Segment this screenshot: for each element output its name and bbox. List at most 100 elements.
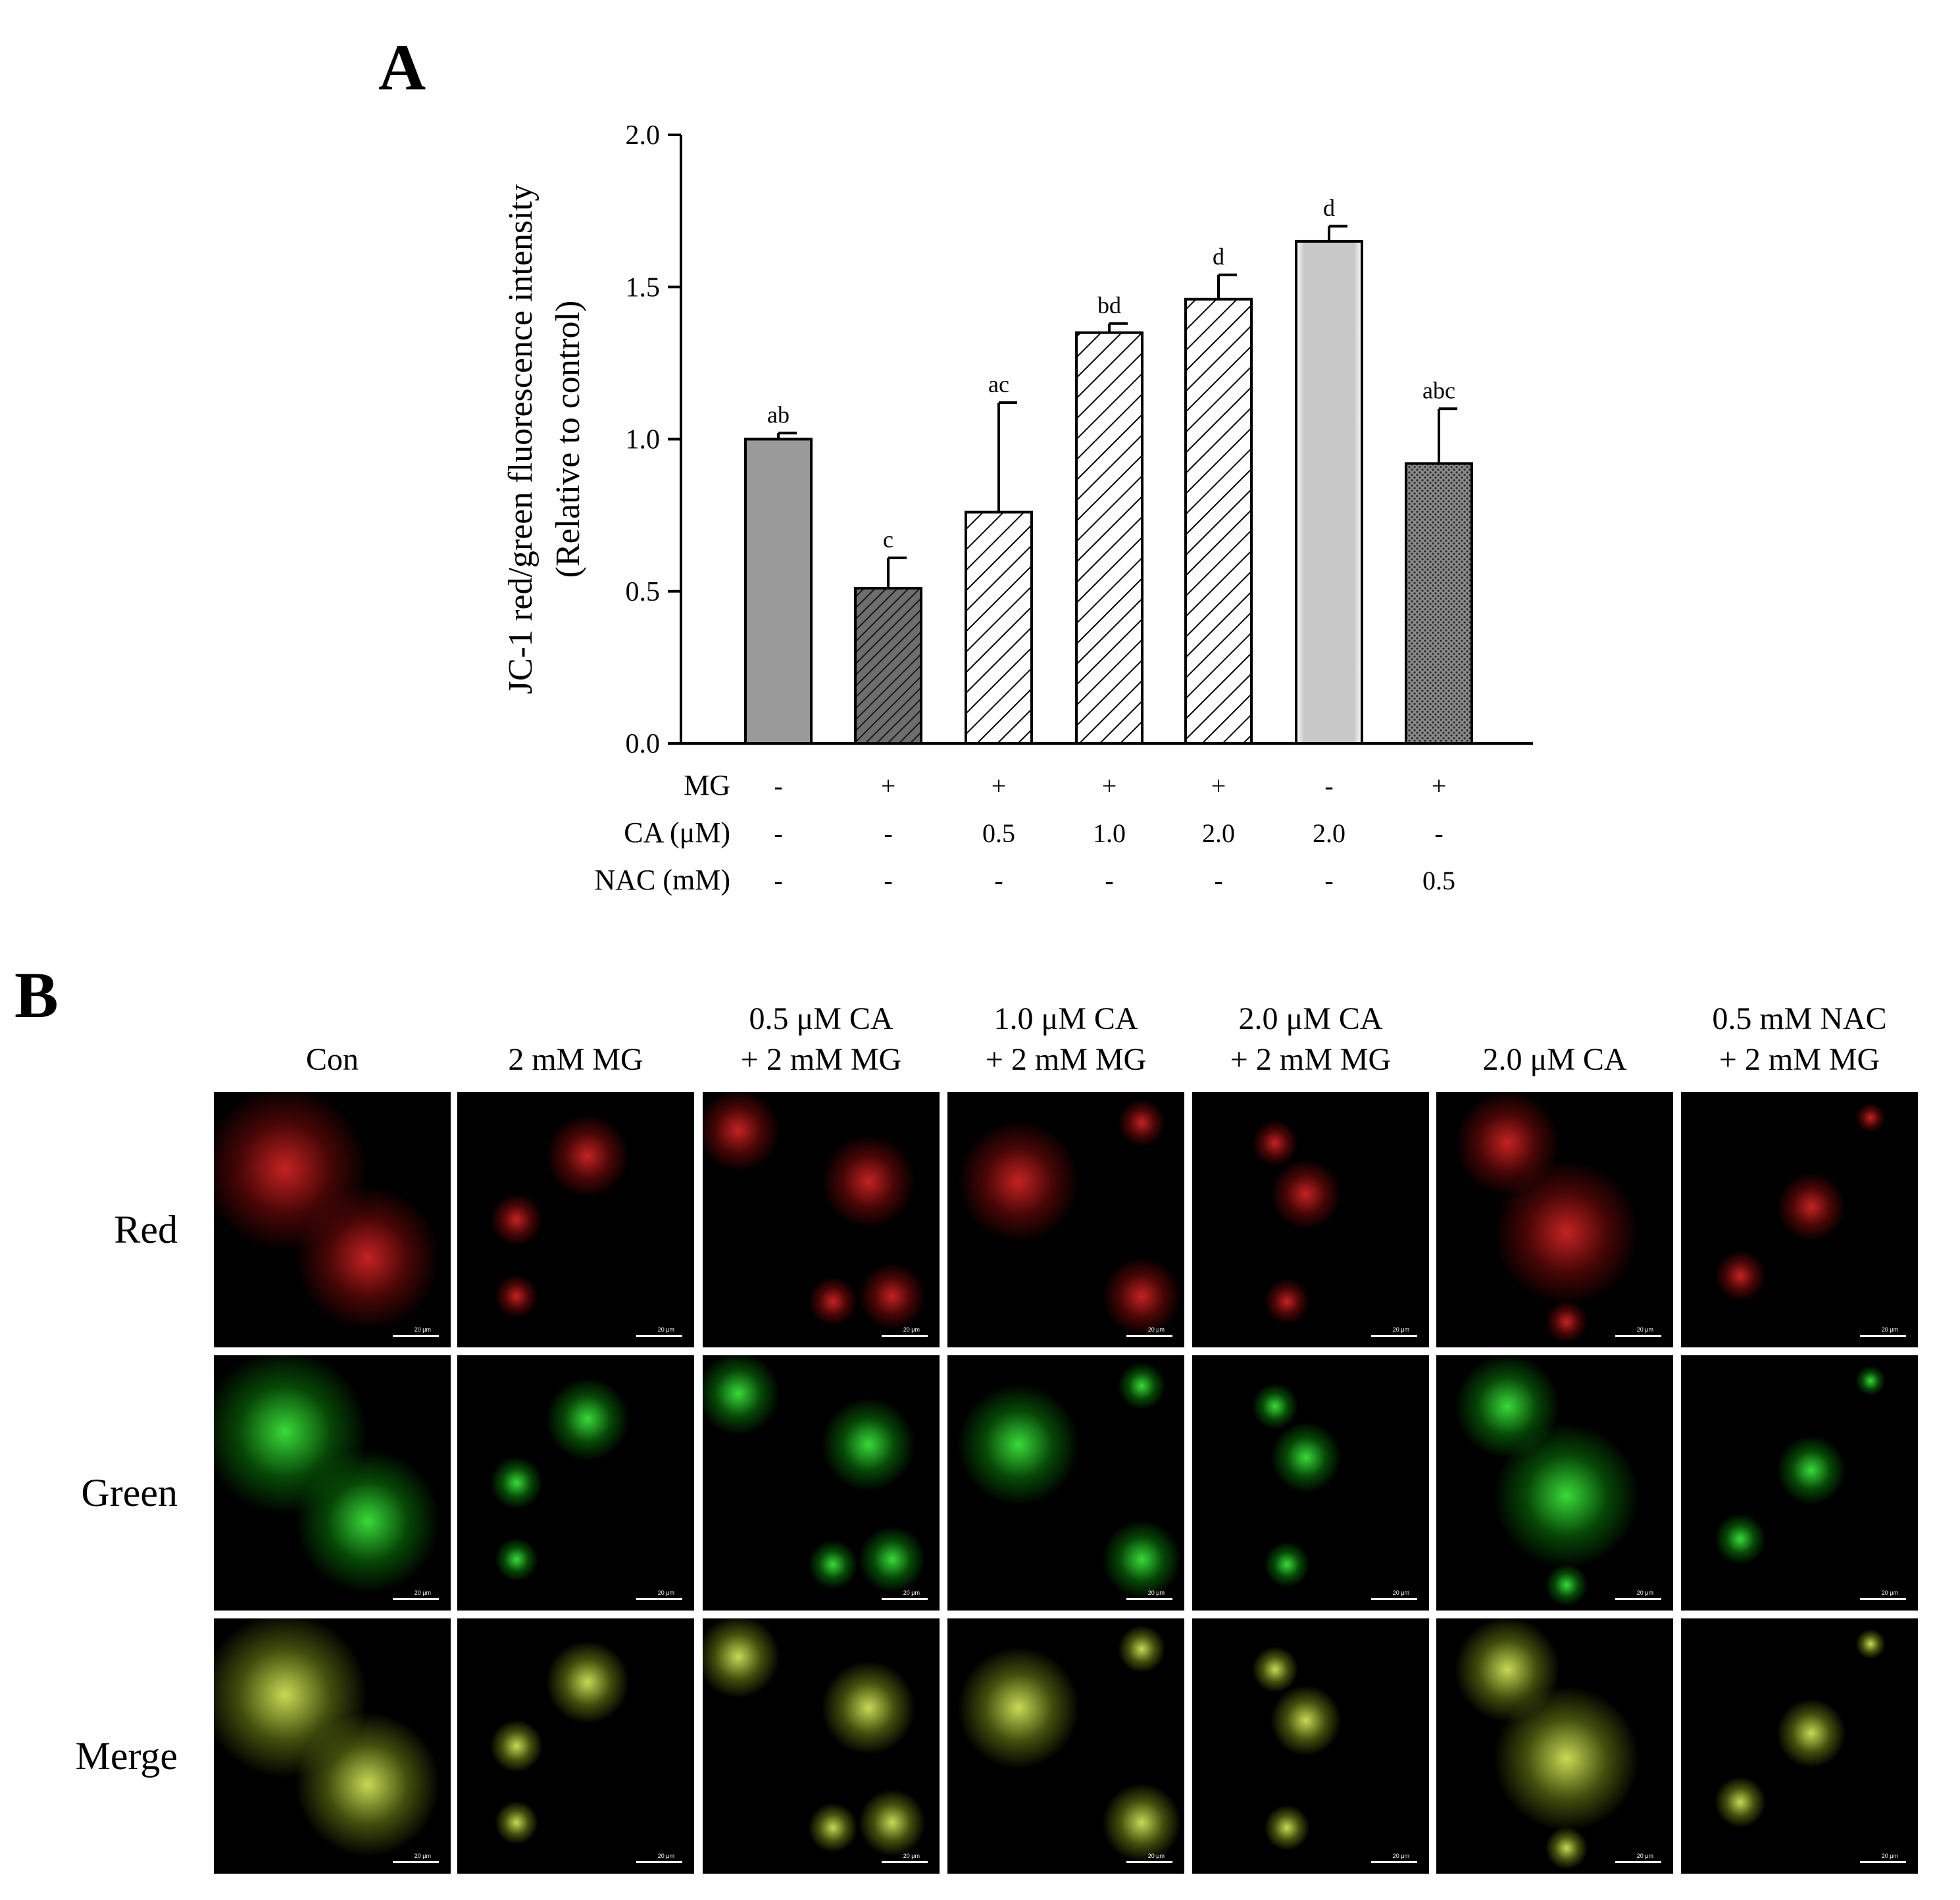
micrograph-red: 20 μm [1436,1092,1673,1347]
column-header: 0.5 μM CA + 2 mM MG [703,999,940,1080]
condition-value: - [774,818,782,848]
micrograph-green: 20 μm [703,1355,940,1611]
micrograph-merge: 20 μm [947,1618,1184,1874]
scale-bar-label: 20 μm [1636,1853,1653,1859]
scale-bar-label: 20 μm [1881,1853,1898,1859]
scale-bar [1371,1861,1417,1863]
y-axis-label-sub: (Relative to control) [549,301,587,578]
scale-bar [882,1335,928,1337]
micrograph-green: 20 μm [214,1355,451,1611]
column-header-line1: 0.5 μM CA [749,1001,893,1036]
condition-value: + [881,771,896,801]
scale-bar [1126,1598,1172,1600]
scale-bar-label: 20 μm [1881,1326,1898,1333]
significance-label: d [1323,195,1335,221]
bar [1184,297,1253,745]
micrograph-red: 20 μm [1192,1092,1429,1347]
condition-value: - [994,866,1003,895]
column-header-line2: + 2 mM MG [1230,1042,1392,1077]
column-header-line2: Con [305,1042,359,1077]
scale-bar [1126,1861,1172,1863]
bar [1295,239,1363,745]
bar-chart: 0.0 0.5 1.0 1.5 2.0 JC-1 red/green fluorescen… [502,120,1533,896]
scale-bar [636,1598,682,1600]
row-label-green: Green [81,1471,178,1514]
scale-bar-label: 20 μm [657,1589,674,1596]
column-header: Con [214,999,451,1080]
column-header-line2: + 2 mM MG [740,1042,902,1077]
column-header-line2: 2.0 μM CA [1482,1042,1627,1077]
y-tick-label: 2.0 [626,120,661,151]
micrograph-merge: 20 μm [457,1618,694,1874]
condition-value: 1.0 [1093,818,1126,848]
column-header: 0.5 mM NAC + 2 mM MG [1681,999,1918,1080]
micrograph-red: 20 μm [947,1092,1184,1347]
scale-bar [1860,1861,1906,1863]
scale-bar-label: 20 μm [657,1326,674,1333]
significance-label: c [883,526,893,553]
scale-bar [636,1335,682,1337]
bar [744,438,813,745]
scale-bar [1615,1335,1661,1337]
row-label-merge: Merge [75,1734,178,1778]
column-header: 2.0 μM CA + 2 mM MG [1192,999,1429,1080]
condition-value: + [992,771,1007,801]
y-tick-label: 1.5 [626,272,661,303]
micrograph-merge: 20 μm [214,1618,451,1874]
condition-value: + [1432,771,1447,801]
scale-bar-label: 20 μm [1392,1326,1409,1333]
condition-value: 0.5 [982,818,1015,848]
micrograph-merge: 20 μm [1436,1618,1673,1874]
micrograph-red: 20 μm [1681,1092,1918,1347]
condition-value: - [1324,866,1333,895]
condition-label: CA (μM) [624,816,730,849]
scale-bar-label: 20 μm [1147,1853,1165,1859]
condition-value: - [884,818,892,848]
scale-bar-label: 20 μm [1147,1326,1165,1333]
bar [965,511,1033,745]
scale-bar [393,1335,439,1337]
micrograph-red: 20 μm [457,1092,694,1347]
column-header: 2 mM MG [457,999,694,1080]
panel-b-letter: B [14,959,59,1032]
condition-value: - [1324,771,1333,801]
panel-a-letter: A [378,31,426,104]
column-header-line1 [457,999,694,1039]
significance-label: abc [1422,377,1455,403]
scale-bar-label: 20 μm [414,1326,431,1333]
bar [1405,462,1473,745]
column-header-line1: 1.0 μM CA [993,1001,1138,1036]
scale-bar [393,1598,439,1600]
micrograph-red: 20 μm [703,1092,940,1347]
significance-label: bd [1097,292,1121,318]
micrograph-merge: 20 μm [1681,1618,1918,1874]
scale-bar-label: 20 μm [1392,1589,1409,1596]
condition-value: 2.0 [1202,818,1235,848]
column-header-line1 [1436,999,1673,1039]
column-header-line1: 0.5 mM NAC [1712,1001,1887,1036]
scale-bar-label: 20 μm [414,1853,431,1859]
significance-label: d [1213,243,1224,270]
bar [854,587,922,745]
micrograph-green: 20 μm [1192,1355,1429,1611]
micrograph-green: 20 μm [457,1355,694,1611]
y-tick-label: 0.0 [626,729,661,759]
y-axis-label: JC-1 red/green fluorescence intensity [502,184,540,694]
condition-value: + [1211,771,1226,801]
scale-bar-label: 20 μm [1147,1589,1165,1596]
condition-value: 0.5 [1422,866,1455,895]
scale-bar [1371,1335,1417,1337]
scale-bar-label: 20 μm [1881,1589,1898,1596]
micrograph-red: 20 μm [214,1092,451,1347]
scale-bar [882,1861,928,1863]
scale-bar [1860,1335,1906,1337]
scale-bar [1126,1335,1172,1337]
scale-bar [1371,1598,1417,1600]
row-label-red: Red [114,1208,178,1251]
scale-bar-label: 20 μm [903,1589,920,1596]
micrograph-merge: 20 μm [703,1618,940,1874]
scale-bar [882,1598,928,1600]
column-header: 1.0 μM CA + 2 mM MG [947,999,1184,1080]
scale-bar-label: 20 μm [903,1326,920,1333]
scale-bar [1615,1861,1661,1863]
